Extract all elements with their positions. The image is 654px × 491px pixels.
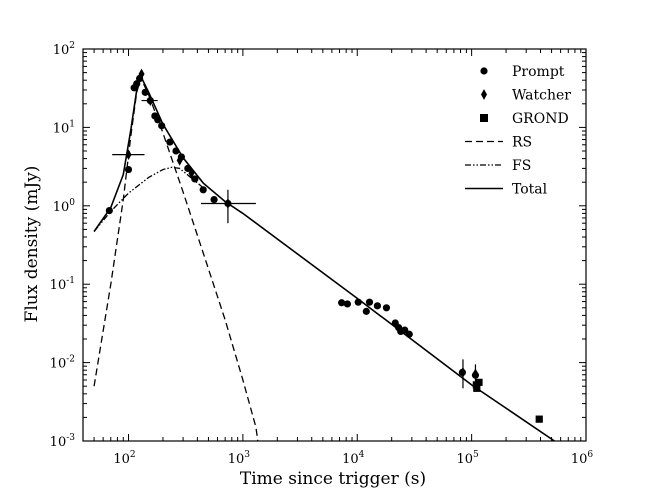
x-tick-exponent: 4 (359, 450, 365, 460)
legend-item-grond: GROND (480, 111, 569, 127)
legend: Prompt Watcher GROND RS FS Total (465, 64, 571, 198)
point-prompt-20 (354, 298, 362, 306)
point-watcher-4 (188, 167, 195, 179)
y-tick-base: 10 (50, 435, 67, 450)
x-axis-title: Time since trigger (s) (240, 469, 426, 489)
legend-item-watcher: Watcher (481, 88, 571, 104)
legend-label-watcher: Watcher (512, 88, 571, 104)
point-prompt-5 (141, 88, 149, 96)
point-watcher-6 (459, 366, 466, 378)
x-tick-label: 105 (456, 450, 479, 467)
point-watcher-1 (138, 68, 145, 80)
point-watcher-3 (176, 154, 183, 166)
legend-label-total: Total (512, 182, 548, 198)
y-tick-exponent: 0 (69, 198, 75, 208)
legend-label-prompt: Prompt (512, 64, 565, 80)
point-prompt-3 (133, 80, 141, 88)
y-axis-title: Flux density (mJy) (22, 166, 42, 323)
legend-marker-prompt (480, 67, 488, 75)
point-prompt-16 (210, 195, 218, 204)
y-tick-base: 10 (50, 278, 67, 293)
y-tick-label: 101 (53, 119, 75, 136)
point-prompt-13 (184, 164, 192, 172)
point-prompt-1 (124, 165, 133, 174)
legend-item-rs: RS (465, 135, 532, 151)
y-tick-label: 10-2 (50, 355, 75, 372)
y-tick-exponent: 2 (69, 41, 75, 51)
point-watcher-0 (125, 149, 132, 160)
x-tick-base: 10 (228, 452, 245, 467)
y-tick-exponent: -2 (66, 355, 75, 365)
legend-item-fs: FS (465, 158, 531, 174)
point-watcher-5 (224, 198, 231, 209)
y-tick-label: 10-1 (50, 276, 75, 293)
x-tick-base: 10 (342, 452, 359, 467)
point-prompt-29 (405, 330, 413, 338)
y-tick-base: 10 (53, 200, 70, 215)
x-tick-exponent: 6 (587, 450, 593, 460)
y-tick-label: 102 (53, 41, 75, 58)
y-tick-exponent: -1 (66, 276, 75, 286)
point-prompt-8 (154, 116, 162, 124)
point-prompt-24 (382, 304, 391, 312)
x-tick-exponent: 2 (130, 450, 136, 460)
x-tick-base: 10 (456, 452, 473, 467)
legend-label-grond: GROND (512, 111, 569, 127)
point-watcher-2 (147, 95, 154, 106)
y-tick-label: 100 (53, 198, 76, 215)
point-prompt-22 (365, 298, 374, 306)
point-prompt-21 (362, 307, 370, 315)
x-tick-base: 10 (571, 452, 588, 467)
point-prompt-19 (343, 300, 351, 308)
point-watcher-7 (472, 368, 479, 380)
point-grond-1 (475, 378, 483, 386)
plot-area (93, 68, 555, 441)
plot-frame (82, 48, 587, 442)
point-grond-2 (473, 384, 481, 392)
point-prompt-10 (166, 138, 174, 146)
x-tick-exponent: 5 (473, 450, 479, 460)
y-tick-label: 10-3 (50, 433, 76, 450)
legend-item-total: Total (465, 182, 548, 198)
legend-label-rs: RS (512, 135, 532, 151)
legend-label-fs: FS (512, 158, 531, 174)
y-tick-exponent: 1 (69, 119, 75, 129)
x-tick-label: 103 (228, 450, 251, 467)
x-tick-label: 106 (571, 450, 594, 467)
point-prompt-11 (172, 147, 180, 155)
y-tick-exponent: -3 (66, 433, 75, 443)
series-line-total (93, 73, 555, 441)
y-tick-base: 10 (50, 357, 67, 372)
point-prompt-28 (401, 326, 409, 334)
x-tick-base: 10 (113, 452, 130, 467)
point-prompt-15 (199, 186, 207, 194)
legend-marker-watcher (481, 89, 487, 100)
legend-marker-grond (480, 114, 488, 122)
x-tick-label: 102 (113, 450, 135, 467)
point-prompt-23 (373, 302, 381, 310)
point-prompt-14 (191, 175, 199, 183)
legend-item-prompt: Prompt (480, 64, 565, 80)
plot-layer (93, 68, 555, 441)
x-tick-exponent: 3 (244, 450, 250, 460)
x-tick-label: 104 (342, 450, 365, 467)
series-line-rs (93, 75, 259, 441)
series-line-fs (93, 166, 204, 232)
y-tick-base: 10 (53, 43, 70, 58)
point-prompt-9 (158, 122, 166, 130)
point-grond-3 (535, 415, 543, 423)
point-prompt-18 (338, 299, 346, 307)
point-prompt-0 (105, 206, 113, 215)
y-tick-base: 10 (53, 121, 70, 136)
